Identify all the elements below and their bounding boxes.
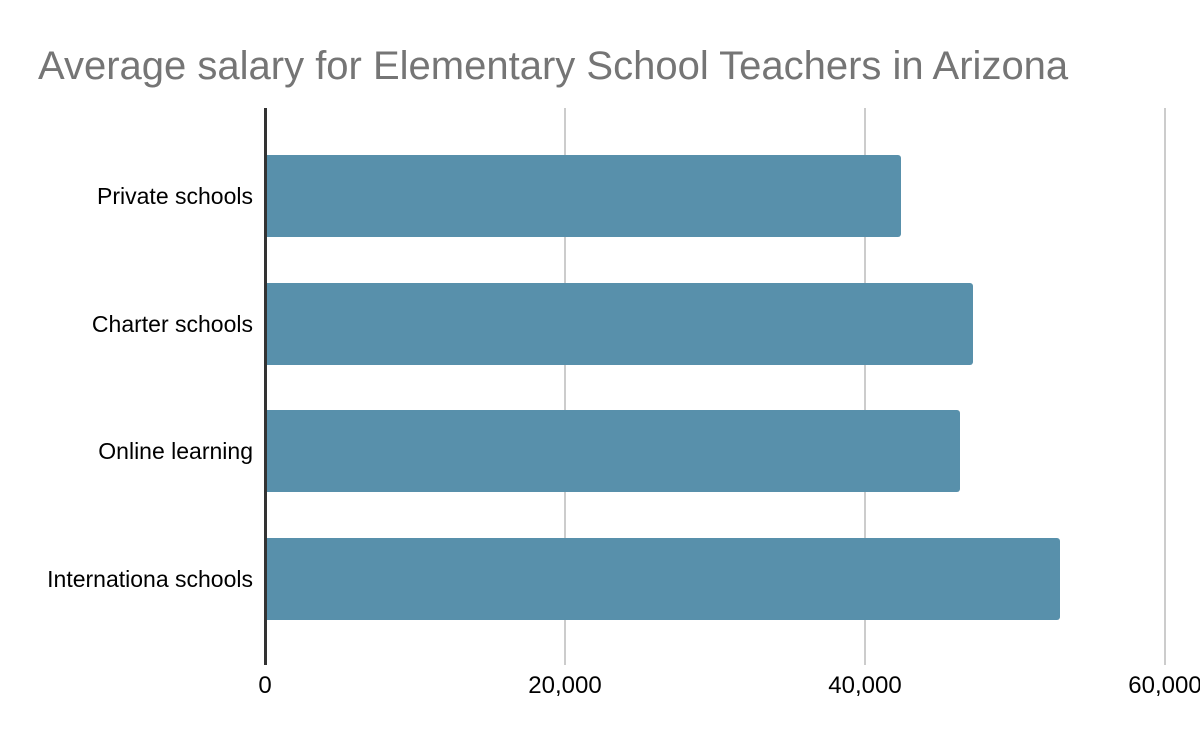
category-label-online-learning: Online learning <box>98 437 253 464</box>
x-tick-label-40000: 40,000 <box>828 672 902 699</box>
x-tick-label-0: 0 <box>258 672 272 699</box>
category-label-charter-schools: Charter schools <box>91 310 253 337</box>
bar-charter-schools <box>265 283 973 365</box>
bar-internationa-schools <box>265 538 1060 620</box>
y-axis-line <box>264 108 267 665</box>
x-tick-label-60000: 60,000 <box>1128 672 1200 699</box>
gridline-20000 <box>563 108 566 665</box>
chart-title: Average salary for Elementary School Tea… <box>38 44 1069 88</box>
x-tick-label-20000: 20,000 <box>528 672 602 699</box>
gridline-40000 <box>864 108 866 665</box>
plot-area <box>264 108 1166 665</box>
bar-online-learning <box>265 410 960 492</box>
gridline-60000 <box>1164 108 1166 665</box>
bar-private-schools <box>265 155 901 237</box>
category-label-private-schools: Private schools <box>97 182 253 209</box>
category-label-internationa-schools: Internationa schools <box>47 565 253 592</box>
